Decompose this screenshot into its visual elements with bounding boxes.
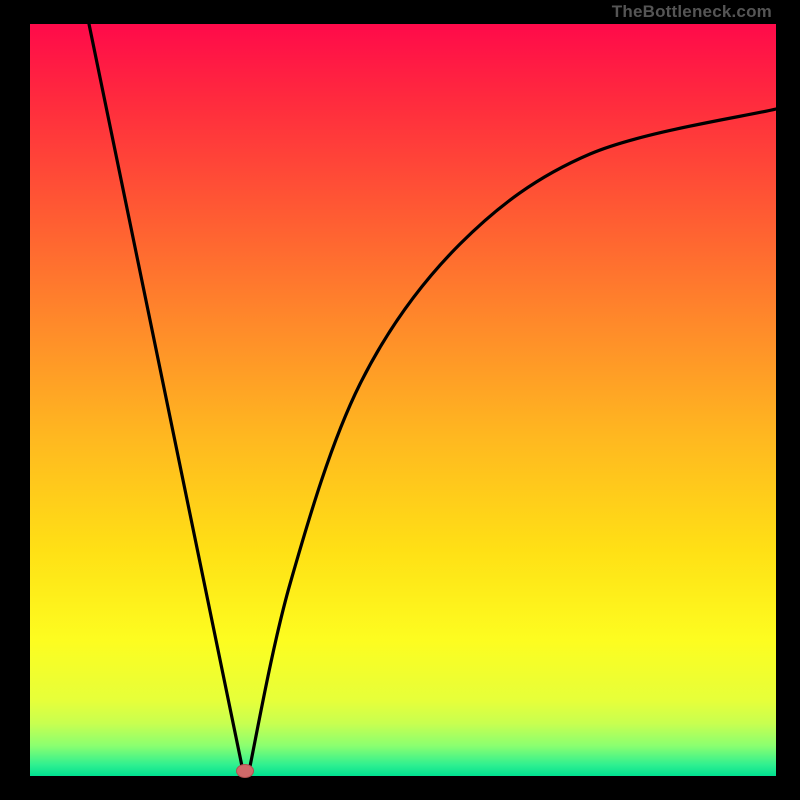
minimum-marker — [236, 764, 254, 778]
plot-area — [30, 24, 776, 776]
watermark-label: TheBottleneck.com — [612, 2, 772, 22]
bottleneck-curve — [30, 24, 776, 776]
curve-right-rise — [248, 109, 776, 776]
chart-frame: TheBottleneck.com — [0, 0, 800, 800]
curve-left-descent — [89, 24, 244, 776]
